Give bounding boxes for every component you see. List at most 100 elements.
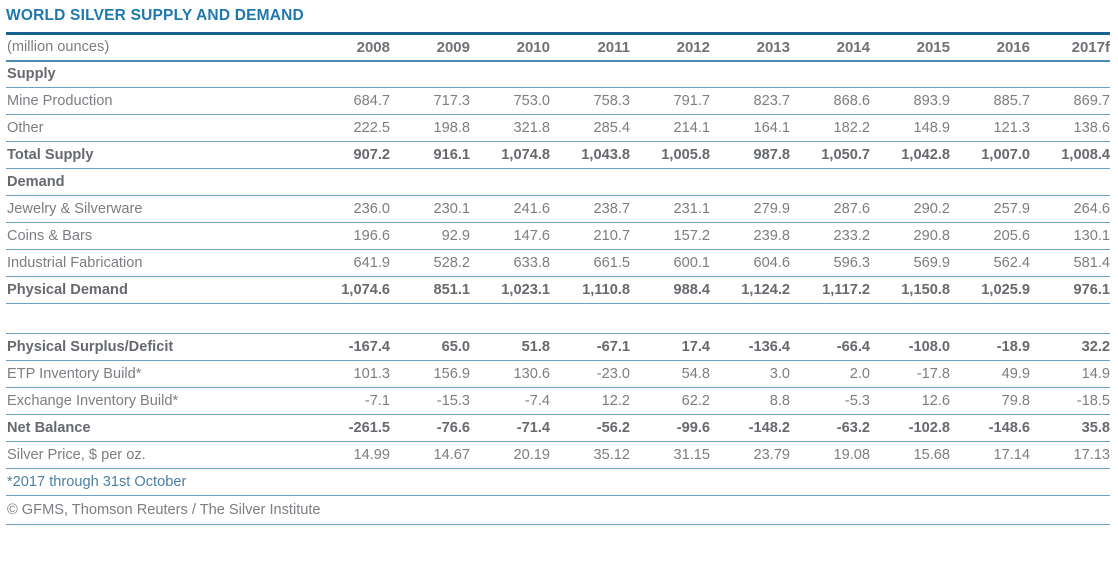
cell-value: 14.99	[353, 447, 390, 463]
cell-value: 1,074.8	[501, 147, 550, 163]
cell-value: 233.2	[833, 228, 870, 244]
cell-value: 17.14	[993, 447, 1030, 463]
cell-value	[630, 169, 710, 196]
spacer-row	[6, 304, 1110, 334]
table-row: Coins & Bars 196.6 92.9 147.6 210.7 157.2 239.…	[6, 223, 1110, 250]
row-label: Silver Price, $ per oz.	[7, 447, 146, 463]
cell-value	[630, 304, 710, 334]
table-row: Silver Price, $ per oz. 14.99 14.67 20.19 35…	[6, 442, 1110, 469]
cell-value: 214.1	[673, 120, 710, 136]
cell-value: 988.4	[673, 282, 710, 298]
table-row: Other 222.5 198.8 321.8 285.4 214.1 164.1 182.2…	[6, 115, 1110, 142]
cell-value: 31.15	[673, 447, 710, 463]
cell-value	[310, 304, 390, 334]
cell-value: 130.6	[513, 366, 550, 382]
row-label: Net Balance	[7, 420, 91, 436]
cell-value: -66.4	[836, 339, 870, 355]
cell-value: 79.8	[1001, 393, 1030, 409]
cell-value: 851.1	[433, 282, 470, 298]
cell-value	[1030, 169, 1110, 196]
cell-value	[390, 169, 470, 196]
table-row: Mine Production 684.7 717.3 753.0 758.3 791.7…	[6, 88, 1110, 115]
cell-value	[870, 304, 950, 334]
cell-value: 147.6	[513, 228, 550, 244]
cell-value: 236.0	[353, 201, 390, 217]
cell-value	[470, 304, 550, 334]
table-row: Supply	[6, 61, 1110, 88]
cell-value: 2.0	[849, 366, 870, 382]
row-label: Physical Surplus/Deficit	[7, 339, 174, 355]
cell-value: -71.4	[516, 420, 550, 436]
cell-value: 231.1	[673, 201, 710, 217]
cell-value: 600.1	[673, 255, 710, 271]
cell-value: 49.9	[1001, 366, 1030, 382]
cell-value: -17.8	[916, 366, 950, 382]
cell-value: 1,023.1	[501, 282, 550, 298]
cell-value: 198.8	[433, 120, 470, 136]
cell-value	[310, 169, 390, 196]
cell-value: -15.3	[436, 393, 470, 409]
year-column-header: 2010	[516, 38, 550, 56]
cell-value: 32.2	[1081, 339, 1110, 355]
cell-value: 156.9	[433, 366, 470, 382]
cell-value	[310, 61, 390, 88]
table-header-row: (million ounces) 2008 2009 2010 2011 2012 201…	[6, 33, 1110, 61]
cell-value	[390, 61, 470, 88]
table-row: Physical Demand 1,074.6 851.1 1,023.1 1,110.…	[6, 277, 1110, 304]
table-body: Supply Mine Production 684.7 717.3 753.0 758.…	[6, 61, 1110, 469]
cell-value: -18.5	[1076, 393, 1110, 409]
cell-value: 893.9	[913, 93, 950, 109]
cell-value: 791.7	[673, 93, 710, 109]
cell-value: 569.9	[913, 255, 950, 271]
table-row: Industrial Fabrication 641.9 528.2 633.8 661…	[6, 250, 1110, 277]
cell-value: 279.9	[753, 201, 790, 217]
cell-value: 92.9	[441, 228, 470, 244]
cell-value: -167.4	[348, 339, 390, 355]
cell-value: 205.6	[993, 228, 1030, 244]
cell-value: 239.8	[753, 228, 790, 244]
cell-value	[950, 61, 1030, 88]
cell-value: 1,025.9	[981, 282, 1030, 298]
cell-value: 51.8	[521, 339, 550, 355]
year-column-header: 2016	[996, 38, 1030, 56]
cell-value	[550, 169, 630, 196]
cell-value	[710, 169, 790, 196]
row-label	[6, 304, 310, 334]
table-row: ETP Inventory Build* 101.3 156.9 130.6 -23.0…	[6, 361, 1110, 388]
cell-value: 1,042.8	[901, 147, 950, 163]
cell-value: 12.2	[601, 393, 630, 409]
cell-value	[710, 304, 790, 334]
cell-value: -7.1	[364, 393, 390, 409]
cell-value: -7.4	[524, 393, 550, 409]
cell-value: 157.2	[673, 228, 710, 244]
cell-value: 17.13	[1073, 447, 1110, 463]
cell-value: 641.9	[353, 255, 390, 271]
cell-value: 907.2	[353, 147, 390, 163]
cell-value: -148.2	[748, 420, 790, 436]
copyright: © GFMS, Thomson Reuters / The Silver Ins…	[6, 496, 1110, 525]
cell-value: 20.19	[513, 447, 550, 463]
cell-value: 1,110.8	[582, 282, 630, 298]
table-row: Jewelry & Silverware 236.0 230.1 241.6 238.7…	[6, 196, 1110, 223]
cell-value: 868.6	[833, 93, 870, 109]
cell-value: 321.8	[513, 120, 550, 136]
cell-value: 257.9	[993, 201, 1030, 217]
cell-value: -63.2	[836, 420, 870, 436]
cell-value: 1,043.8	[581, 147, 630, 163]
cell-value	[630, 61, 710, 88]
cell-value: -5.3	[844, 393, 870, 409]
cell-value: -108.0	[908, 339, 950, 355]
cell-value: 287.6	[833, 201, 870, 217]
cell-value: 210.7	[593, 228, 630, 244]
cell-value: 717.3	[433, 93, 470, 109]
cell-value: -148.6	[988, 420, 1030, 436]
cell-value: 138.6	[1073, 120, 1110, 136]
cell-value: 182.2	[833, 120, 870, 136]
table-row: Demand	[6, 169, 1110, 196]
cell-value: 581.4	[1073, 255, 1110, 271]
table-row: Total Supply 907.2 916.1 1,074.8 1,043.8 1,00…	[6, 142, 1110, 169]
cell-value: 1,005.8	[661, 147, 710, 163]
cell-value	[870, 169, 950, 196]
cell-value	[550, 304, 630, 334]
cell-value	[390, 304, 470, 334]
